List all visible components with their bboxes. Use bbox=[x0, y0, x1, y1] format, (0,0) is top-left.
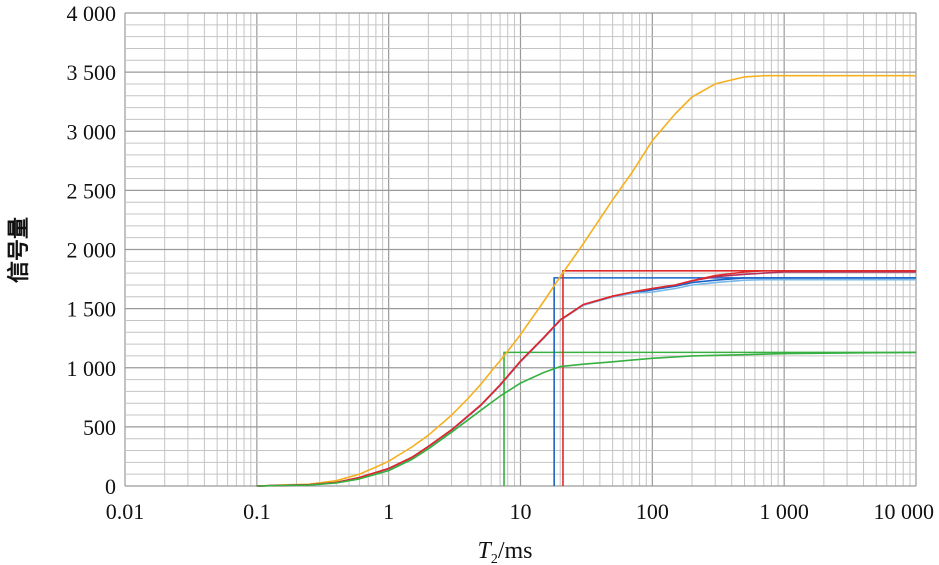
x-axis-title-subscript: 2 bbox=[491, 552, 498, 565]
x-tick-label: 100 bbox=[636, 499, 669, 524]
grid bbox=[124, 12, 917, 487]
series-line-3 bbox=[256, 278, 916, 487]
y-tick-label: 0 bbox=[105, 474, 116, 499]
x-tick-label: 1 bbox=[383, 499, 394, 524]
y-tick-label: 1 500 bbox=[67, 297, 117, 322]
x-tick-label: 10 bbox=[510, 499, 532, 524]
x-tick-label: 1 000 bbox=[759, 499, 809, 524]
x-tick-label: 10 000 bbox=[874, 499, 935, 524]
y-tick-label: 500 bbox=[83, 415, 116, 440]
x-tick-labels: 0.01 0.1 1 10 100 1 000 10 000 bbox=[106, 499, 934, 524]
x-tick-label: 0.01 bbox=[106, 499, 145, 524]
cutoff-reference-lines bbox=[503, 269, 916, 486]
y-tick-label: 4 000 bbox=[67, 1, 117, 26]
y-tick-label: 3 500 bbox=[67, 60, 117, 85]
x-axis-title-symbol: T bbox=[477, 538, 492, 564]
y-tick-label: 3 000 bbox=[67, 119, 117, 144]
series-line-1 bbox=[256, 74, 916, 487]
series-line-5 bbox=[256, 269, 916, 487]
x-axis-title: T2/ms bbox=[477, 538, 532, 565]
x-axis-title-unit: /ms bbox=[498, 538, 533, 564]
y-tick-labels: 0 500 1 000 1 500 2 000 2 500 3 000 3 500 4 000 bbox=[67, 1, 117, 499]
x-tick-label: 0.1 bbox=[243, 499, 271, 524]
series-line-6 bbox=[256, 351, 917, 487]
y-axis-title: 信号量 bbox=[6, 217, 32, 283]
y-tick-label: 2 500 bbox=[67, 178, 117, 203]
cutoff-line bbox=[503, 351, 916, 486]
series-lines bbox=[256, 74, 917, 487]
y-tick-label: 2 000 bbox=[67, 238, 117, 263]
y-tick-label: 1 000 bbox=[67, 356, 117, 381]
